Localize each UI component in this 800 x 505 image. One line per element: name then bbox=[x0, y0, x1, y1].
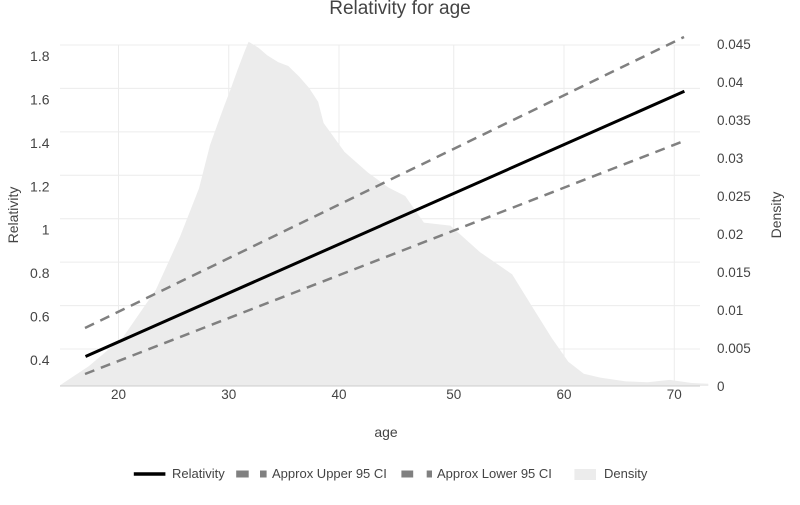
svg-text:Density: Density bbox=[604, 466, 648, 481]
svg-text:0.035: 0.035 bbox=[717, 113, 751, 128]
svg-text:Density: Density bbox=[768, 192, 784, 239]
svg-text:0.005: 0.005 bbox=[717, 341, 751, 356]
svg-text:Approx Lower 95 CI: Approx Lower 95 CI bbox=[437, 466, 552, 481]
svg-text:1.2: 1.2 bbox=[30, 178, 50, 194]
svg-text:0.025: 0.025 bbox=[717, 189, 751, 204]
svg-text:0.045: 0.045 bbox=[717, 37, 751, 52]
svg-text:1: 1 bbox=[42, 222, 50, 238]
svg-text:Relativity for age: Relativity for age bbox=[329, 0, 471, 19]
svg-text:60: 60 bbox=[556, 387, 571, 402]
svg-text:70: 70 bbox=[667, 387, 682, 402]
svg-text:40: 40 bbox=[331, 387, 346, 402]
svg-text:0.01: 0.01 bbox=[717, 303, 743, 318]
svg-text:0.015: 0.015 bbox=[717, 265, 751, 280]
svg-text:Approx Upper 95 CI: Approx Upper 95 CI bbox=[272, 466, 387, 481]
svg-text:30: 30 bbox=[221, 387, 236, 402]
svg-text:50: 50 bbox=[446, 387, 461, 402]
svg-text:0.02: 0.02 bbox=[717, 227, 743, 242]
svg-text:0.6: 0.6 bbox=[30, 309, 50, 325]
svg-text:1.4: 1.4 bbox=[30, 135, 50, 151]
svg-text:Relativity: Relativity bbox=[172, 466, 225, 481]
svg-text:Relativity: Relativity bbox=[5, 187, 21, 244]
svg-text:1.8: 1.8 bbox=[30, 48, 50, 64]
svg-text:0: 0 bbox=[717, 379, 725, 394]
svg-text:20: 20 bbox=[111, 387, 126, 402]
svg-text:0.03: 0.03 bbox=[717, 151, 743, 166]
svg-text:0.4: 0.4 bbox=[30, 352, 50, 368]
svg-text:0.8: 0.8 bbox=[30, 265, 50, 281]
svg-text:age: age bbox=[374, 424, 398, 440]
svg-text:1.6: 1.6 bbox=[30, 91, 50, 107]
svg-text:0.04: 0.04 bbox=[717, 75, 744, 90]
